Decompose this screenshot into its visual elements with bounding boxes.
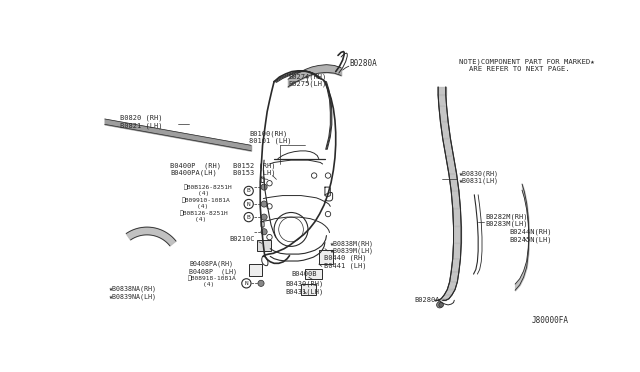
FancyBboxPatch shape [305, 269, 322, 279]
Polygon shape [452, 243, 461, 259]
Text: B0820 (RH)
B0821 (LH): B0820 (RH) B0821 (LH) [120, 115, 163, 129]
Text: B0430(RH)
B0431(LH): B0430(RH) B0431(LH) [285, 281, 323, 295]
Text: B: B [247, 189, 251, 193]
Polygon shape [441, 295, 452, 299]
Text: ⒷB0B126-8251H
    (4): ⒷB0B126-8251H (4) [180, 211, 229, 222]
Text: B0152 (RH)
B0153 (LH): B0152 (RH) B0153 (LH) [232, 163, 275, 176]
Polygon shape [447, 282, 458, 289]
Polygon shape [446, 156, 456, 174]
Polygon shape [438, 299, 449, 300]
Text: ⒷB0B126-8251H
    (4): ⒷB0B126-8251H (4) [183, 185, 232, 196]
Text: B0282M(RH)
B0283M(LH): B0282M(RH) B0283M(LH) [485, 213, 527, 227]
Circle shape [244, 212, 253, 222]
Circle shape [244, 199, 253, 209]
Text: B0100(RH)
80101 (LH): B0100(RH) 80101 (LH) [250, 130, 292, 144]
Text: N: N [247, 202, 251, 206]
Polygon shape [444, 289, 455, 295]
Polygon shape [438, 87, 446, 95]
Circle shape [261, 201, 267, 207]
Polygon shape [126, 227, 176, 246]
Polygon shape [449, 174, 459, 191]
Text: ⓉB08918-1081A
    (4): ⓉB08918-1081A (4) [188, 275, 237, 287]
Text: B0408PA(RH)
B0408P  (LH): B0408PA(RH) B0408P (LH) [189, 261, 237, 275]
Text: B0400P  (RH)
B0400PA(LH): B0400P (RH) B0400PA(LH) [170, 163, 221, 176]
Text: ★B0838NA(RH)
★B0839NA(LH): ★B0838NA(RH) ★B0839NA(LH) [109, 286, 157, 299]
Polygon shape [438, 95, 447, 106]
Circle shape [261, 184, 267, 190]
Text: ★B0830(RH)
★B0831(LH): ★B0830(RH) ★B0831(LH) [459, 170, 499, 184]
Circle shape [439, 302, 444, 307]
Text: B0400B: B0400B [291, 271, 317, 277]
Text: B0440 (RH)
B0441 (LH): B0440 (RH) B0441 (LH) [324, 255, 367, 269]
Circle shape [436, 302, 443, 308]
Text: ARE REFER TO NEXT PAGE.: ARE REFER TO NEXT PAGE. [469, 66, 570, 72]
FancyBboxPatch shape [301, 284, 316, 295]
Polygon shape [451, 191, 460, 209]
Text: J80000FA: J80000FA [532, 316, 569, 325]
Polygon shape [443, 139, 454, 156]
Text: B0274(RH)
B0275(LH): B0274(RH) B0275(LH) [288, 73, 326, 87]
Text: B0244N(RH)
B0245N(LH): B0244N(RH) B0245N(LH) [509, 229, 552, 243]
Text: B: B [247, 215, 251, 219]
Circle shape [261, 229, 267, 235]
Text: N: N [244, 281, 248, 286]
Circle shape [258, 280, 264, 286]
Polygon shape [452, 209, 461, 226]
FancyBboxPatch shape [319, 250, 333, 264]
Polygon shape [439, 106, 448, 122]
Polygon shape [451, 259, 460, 272]
Circle shape [261, 214, 267, 220]
Text: B0280A: B0280A [349, 60, 378, 68]
Circle shape [242, 279, 251, 288]
Circle shape [244, 186, 253, 196]
FancyBboxPatch shape [250, 264, 262, 276]
Text: NOTE)COMPONENT PART FOR MARKED★: NOTE)COMPONENT PART FOR MARKED★ [459, 58, 595, 65]
Text: B0210C: B0210C [230, 237, 255, 243]
Text: B0280A: B0280A [414, 297, 440, 303]
Text: ⓉB09910-1081A
    (4): ⓉB09910-1081A (4) [182, 198, 230, 209]
Polygon shape [450, 272, 459, 282]
Polygon shape [454, 226, 461, 243]
FancyBboxPatch shape [257, 240, 271, 251]
Polygon shape [440, 122, 451, 139]
Text: ★B0838M(RH)
★B0839M(LH): ★B0838M(RH) ★B0839M(LH) [330, 240, 374, 254]
